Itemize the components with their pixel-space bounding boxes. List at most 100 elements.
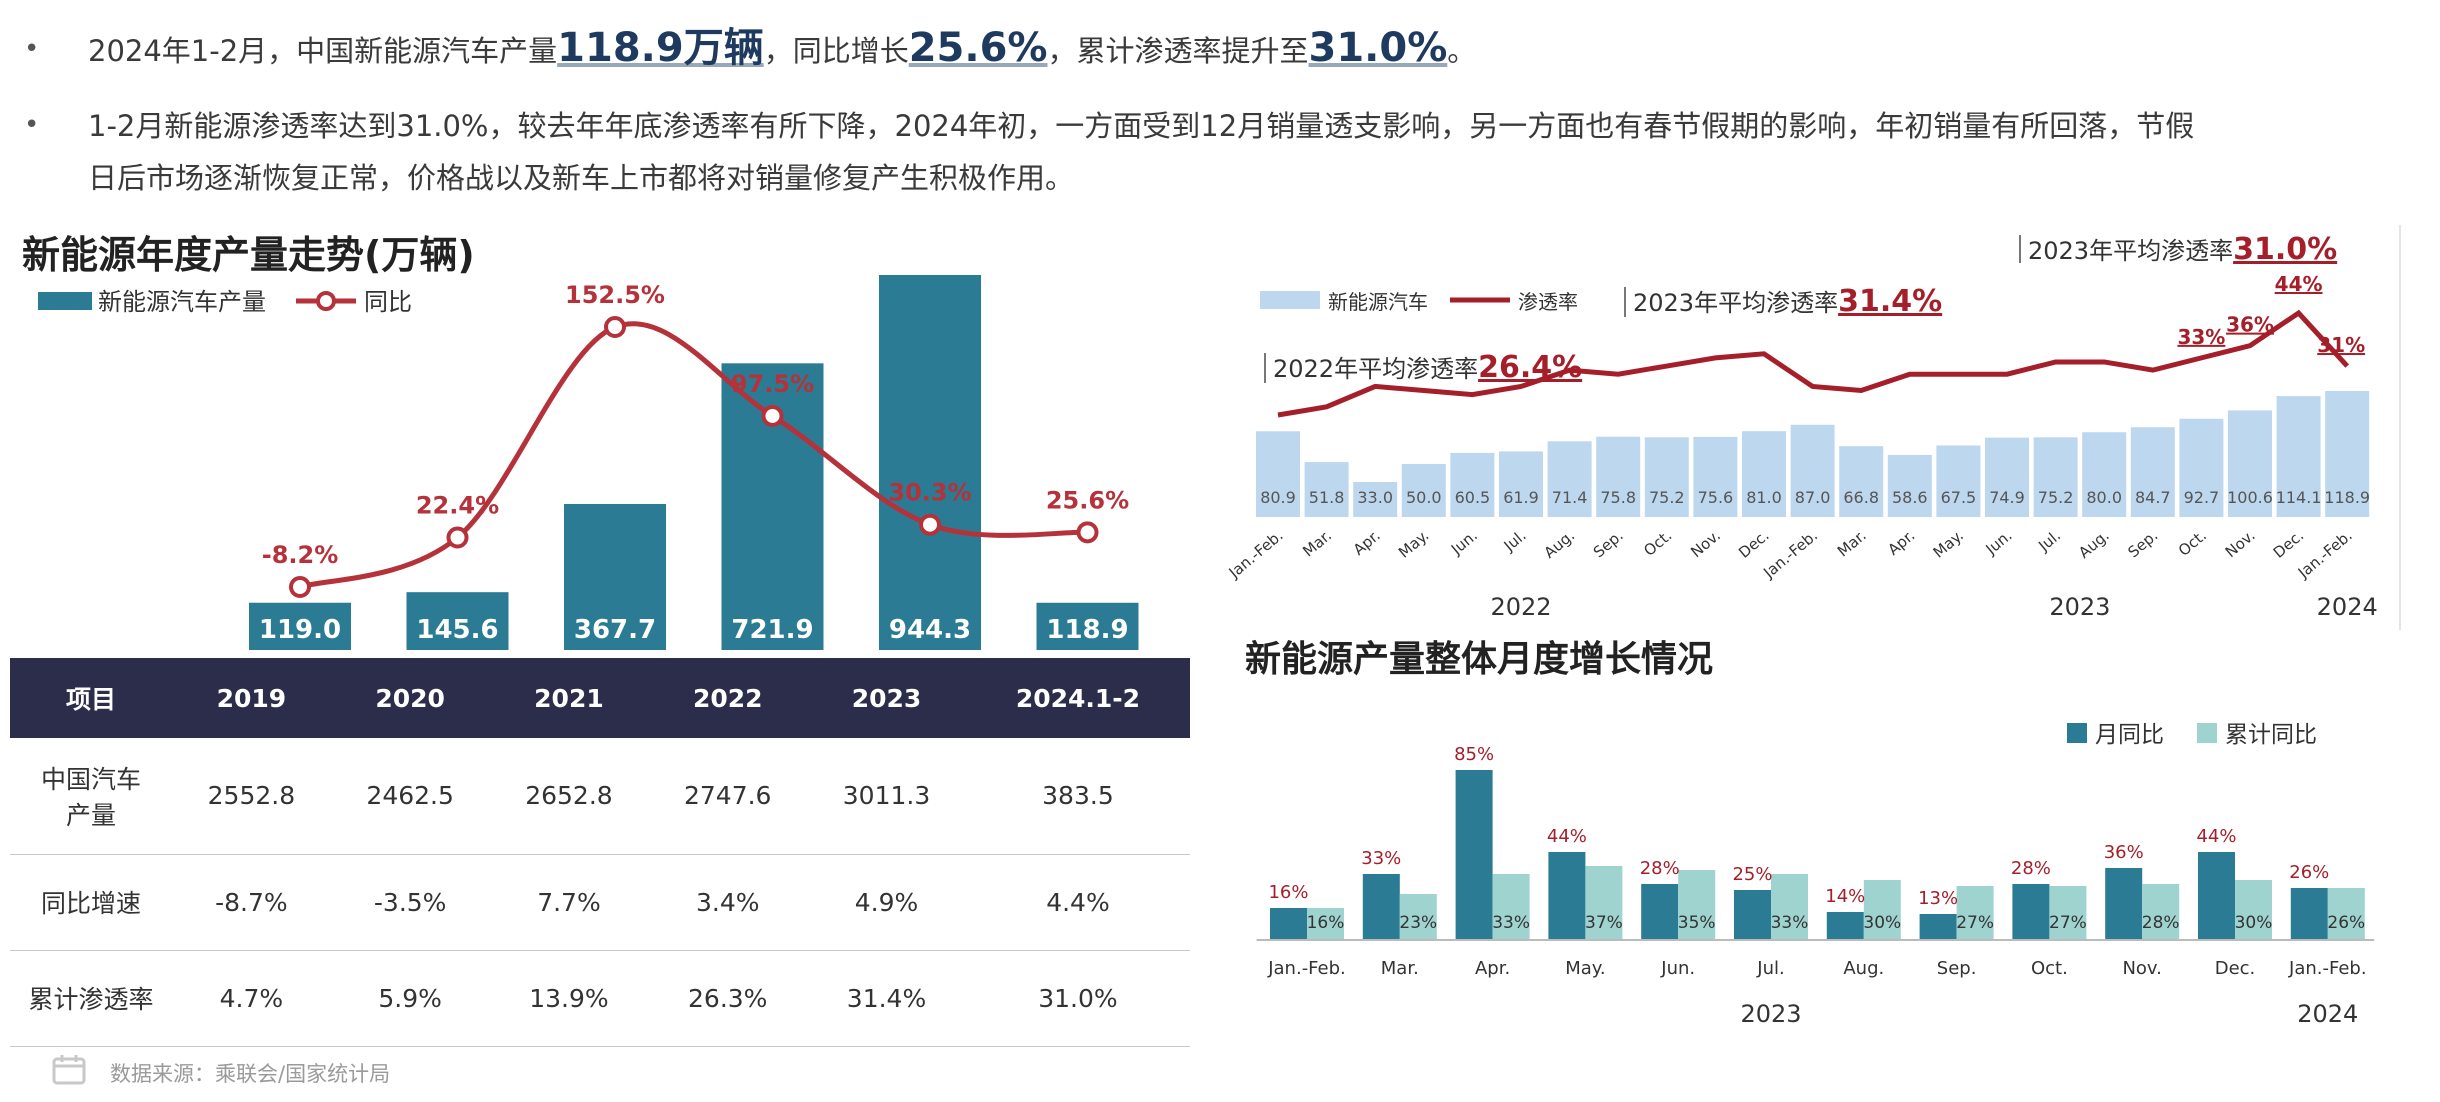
cumulative-yoy-bar bbox=[1399, 894, 1437, 940]
month-axis-label: Jul. bbox=[2034, 526, 2064, 555]
bullet-dot: • bbox=[24, 34, 40, 64]
table-cell: 3.4% bbox=[648, 854, 808, 951]
monthly-production-bar bbox=[1936, 445, 1981, 517]
monthly-growth-chart: 月同比 累计同比 16% 16% 33% 23% 85% 33% 44% 37% 28% 35% 2… bbox=[1256, 722, 2375, 1028]
table-header-cell: 2022 bbox=[648, 658, 808, 738]
calendar-icon bbox=[52, 1055, 86, 1085]
bullet-1: 2024年1-2月，中国新能源汽车产量118.9万辆，同比增长25.6%，累计渗… bbox=[88, 24, 1476, 75]
avg-annotation-value: 31.0% bbox=[2233, 232, 2337, 267]
monthly-production-label: 80.0 bbox=[2086, 488, 2122, 507]
monthly-production-bar bbox=[1450, 452, 1495, 517]
bullet-1-text-a: 2024年1-2月，中国新能源汽车产量 bbox=[88, 34, 558, 68]
table-cell: 3011.3 bbox=[807, 738, 966, 855]
yoy-label: 97.5% bbox=[731, 370, 814, 398]
avg-annotation-2022: 2022年平均渗透率26.4% bbox=[1264, 350, 1582, 385]
cumulative-yoy-bar bbox=[1678, 870, 1716, 940]
svg-text:2023年平均渗透率31.0%: 2023年平均渗透率31.0% bbox=[2028, 232, 2337, 267]
year-group-label: 2023 bbox=[1740, 1000, 1801, 1028]
avg-annotation-label: 2022年平均渗透率 bbox=[1273, 355, 1478, 383]
month-axis-label: Aug. bbox=[2075, 526, 2113, 562]
legend-swatch-monthly bbox=[2067, 723, 2087, 743]
avg-annotation-2023-a: 2023年平均渗透率31.4% bbox=[1624, 284, 1942, 319]
table-cell: 2747.6 bbox=[648, 738, 808, 855]
cumulative-yoy-bar bbox=[1492, 874, 1530, 940]
table-header-cell: 2023 bbox=[807, 658, 966, 738]
source-note: 数据来源：乘联会/国家统计局 bbox=[110, 1062, 391, 1086]
month-axis-label: May. bbox=[1565, 958, 1605, 979]
table-cell: -3.5% bbox=[330, 854, 490, 951]
monthly-production-label: 58.6 bbox=[1892, 488, 1928, 507]
production-bar bbox=[406, 592, 509, 650]
monthly-yoy-bar bbox=[1455, 770, 1493, 940]
month-axis-label: May. bbox=[1930, 526, 1967, 561]
monthly-production-bar bbox=[2276, 396, 2321, 517]
monthly-production-label: 66.8 bbox=[1843, 488, 1879, 507]
yoy-label: 22.4% bbox=[416, 491, 499, 519]
cumulative-yoy-label: 16% bbox=[1307, 913, 1345, 933]
production-bar bbox=[249, 602, 351, 650]
yoy-point bbox=[289, 576, 311, 598]
month-axis-label: Mar. bbox=[1834, 526, 1870, 560]
legend-swatch-bar bbox=[38, 292, 92, 310]
legend-label-cumulative: 累计同比 bbox=[2225, 722, 2317, 748]
table-cell: 2652.8 bbox=[489, 738, 649, 855]
monthly-production-label: 50.0 bbox=[1406, 488, 1442, 507]
bullet-2: 1-2月新能源渗透率达到31.0%，较去年年底渗透率有所下降，2024年初，一方… bbox=[88, 102, 2418, 202]
growth-chart-title: 新能源产量整体月度增长情况 bbox=[1245, 639, 1714, 680]
annual-chart: 新能源汽车产量 同比 119.0 145.6 367.7 721.9 944.3 118.… bbox=[38, 275, 1139, 650]
yoy-label: 152.5% bbox=[565, 281, 665, 309]
table-cell: 26.3% bbox=[648, 950, 808, 1047]
penetration-callout: 44% bbox=[2275, 272, 2323, 296]
monthly-production-label: 71.4 bbox=[1552, 488, 1588, 507]
penetration-callout: 33% bbox=[2177, 325, 2225, 349]
table-row-label: 中国汽车 产量 bbox=[10, 738, 172, 855]
monthly-production-bar bbox=[1353, 482, 1398, 517]
yoy-label: -8.2% bbox=[262, 541, 339, 569]
monthly-production-label: 75.2 bbox=[2038, 488, 2074, 507]
monthly-production-bar bbox=[1839, 446, 1884, 517]
row-label-line: 中国汽车 bbox=[40, 764, 141, 794]
production-bar-label: 145.6 bbox=[416, 615, 498, 645]
cumulative-yoy-label: 28% bbox=[2142, 913, 2180, 933]
cumulative-yoy-bar bbox=[1307, 908, 1344, 940]
monthly-yoy-label: 85% bbox=[1454, 744, 1494, 765]
year-group-label: 2022 bbox=[1490, 593, 1551, 621]
month-axis-label: Nov. bbox=[1687, 526, 1724, 561]
yoy-point bbox=[761, 404, 784, 427]
bullet-1-text-c: ，累计渗透率提升至 bbox=[1047, 34, 1309, 68]
cumulative-yoy-bar bbox=[2049, 886, 2087, 940]
production-bar bbox=[1036, 602, 1139, 650]
bullet-1-text-b: ，同比增长 bbox=[763, 34, 909, 68]
cumulative-yoy-bar bbox=[2142, 884, 2180, 940]
monthly-production-label: 87.0 bbox=[1795, 488, 1831, 507]
monthly-production-bar bbox=[1790, 424, 1835, 517]
month-axis-label: Nov. bbox=[2222, 526, 2259, 561]
penetration-callout: 36% bbox=[2226, 313, 2274, 337]
month-axis-label: Oct. bbox=[2175, 526, 2210, 560]
monthly-yoy-label: 13% bbox=[1918, 888, 1958, 909]
monthly-production-label: 60.5 bbox=[1455, 488, 1491, 507]
cumulative-yoy-label: 26% bbox=[2327, 913, 2365, 933]
monthly-yoy-label: 14% bbox=[1825, 886, 1865, 907]
cumulative-yoy-bar bbox=[1863, 880, 1901, 940]
avg-annotation-label: 2023年平均渗透率 bbox=[2028, 237, 2233, 265]
month-axis-label: Dec. bbox=[2270, 526, 2307, 562]
monthly-legend: 新能源汽车 渗透率 bbox=[1260, 290, 1578, 314]
monthly-yoy-label: 28% bbox=[2011, 858, 2051, 879]
monthly-production-bar bbox=[1985, 437, 2029, 517]
monthly-production-label: 81.0 bbox=[1746, 488, 1782, 507]
cumulative-yoy-label: 35% bbox=[1678, 913, 1716, 933]
table-cell: 7.7% bbox=[489, 854, 649, 951]
yoy-point bbox=[446, 526, 469, 549]
month-axis-label: Apr. bbox=[1350, 526, 1384, 559]
monthly-production-label: 118.9 bbox=[2324, 488, 2370, 507]
month-axis-label: Jul. bbox=[1500, 526, 1530, 555]
monthly-production-label: 114.1 bbox=[2276, 488, 2322, 507]
year-group-label: 2023 bbox=[2049, 593, 2110, 621]
month-axis-label: Jan.-Feb. bbox=[1225, 526, 1287, 582]
cumulative-yoy-label: 33% bbox=[1771, 913, 1809, 933]
legend-swatch-cumulative bbox=[2197, 723, 2217, 743]
table-cell: 4.9% bbox=[807, 854, 966, 951]
production-bar-label: 721.9 bbox=[731, 615, 813, 645]
cumulative-yoy-bar bbox=[1771, 874, 1808, 940]
